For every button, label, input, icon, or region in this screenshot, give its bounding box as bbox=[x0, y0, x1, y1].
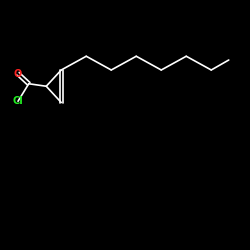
Text: Cl: Cl bbox=[12, 96, 24, 106]
Text: O: O bbox=[14, 69, 22, 79]
